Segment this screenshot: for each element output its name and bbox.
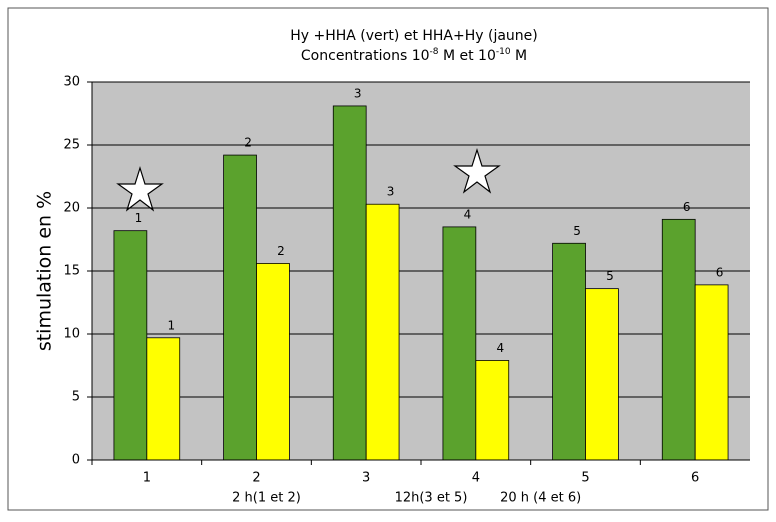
bar-label: 4: [496, 341, 504, 355]
bar-label: 2: [244, 136, 252, 150]
star: [116, 165, 164, 212]
bar: [552, 242, 586, 461]
bar: [223, 154, 257, 461]
annotation: 2 h(1 et 2): [232, 491, 301, 506]
y-tick-label: 10: [63, 327, 80, 342]
x-tick-label: 4: [472, 471, 480, 486]
bar-label: 4: [464, 207, 472, 221]
y-tick-label: 15: [63, 264, 80, 279]
subtitle-part: -10: [496, 47, 511, 57]
chart-subtitle: Concentrations 10-8 M et 10-10 M: [301, 47, 527, 65]
annotation: 12h(3 et 5): [395, 491, 468, 506]
bar: [585, 288, 619, 461]
bar: [442, 226, 477, 461]
bar: [256, 263, 290, 461]
y-tick-label: 30: [63, 75, 80, 90]
x-tick-label: 6: [691, 471, 699, 486]
bar-label: 1: [167, 318, 175, 332]
bar: [113, 230, 148, 461]
subtitle-part: M et 10: [439, 48, 496, 64]
x-tick-label: 2: [252, 471, 260, 486]
bar: [332, 105, 367, 461]
x-tick-label: 1: [143, 471, 151, 486]
annotation: 20 h (4 et 6): [500, 491, 581, 506]
chart-title: Hy +HHA (vert) et HHA+Hy (jaune): [290, 28, 538, 44]
bar: [661, 218, 696, 461]
subtitle-part: M: [511, 48, 528, 64]
bar-label: 2: [277, 244, 285, 258]
bar: [475, 360, 510, 461]
bar: [694, 284, 729, 461]
bar-label: 1: [135, 211, 143, 225]
bar-label: 6: [683, 200, 691, 214]
bar-label: 6: [716, 265, 724, 279]
bar: [365, 203, 400, 461]
x-tick-label: 3: [362, 471, 370, 486]
bar-label: 5: [573, 224, 581, 238]
bar-label: 3: [387, 185, 395, 199]
x-tick-label: 5: [581, 471, 589, 486]
subtitle-part: Concentrations 10: [301, 48, 430, 64]
star: [453, 147, 501, 194]
y-tick-label: 0: [72, 453, 80, 468]
bar-label: 5: [606, 269, 614, 283]
y-tick-label: 25: [63, 138, 80, 153]
bar: [146, 337, 181, 461]
y-tick-label: 20: [63, 201, 80, 216]
y-axis-label: stimulation en %: [34, 191, 56, 351]
subtitle-part: -8: [430, 47, 439, 57]
y-tick-label: 5: [72, 390, 80, 405]
bar-label: 3: [354, 86, 362, 100]
